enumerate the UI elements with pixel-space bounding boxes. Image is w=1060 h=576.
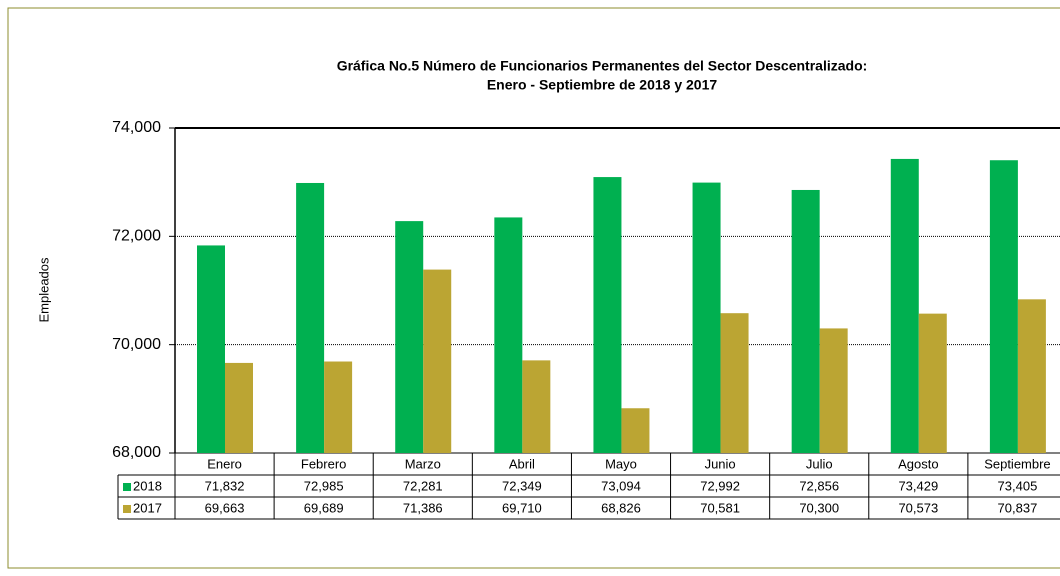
- y-axis-label: Empleados: [36, 257, 51, 323]
- bar: [692, 182, 721, 453]
- value-label: 73,405: [998, 478, 1038, 493]
- x-tick-label: Septiembre: [984, 456, 1050, 471]
- value-label: 70,300: [799, 500, 839, 515]
- x-tick-label: Febrero: [301, 456, 347, 471]
- bar: [989, 160, 1018, 453]
- value-label: 70,581: [700, 500, 740, 515]
- value-label: 70,573: [898, 500, 938, 515]
- value-label: 73,094: [601, 478, 641, 493]
- x-tick-label: Agosto: [898, 456, 938, 471]
- value-label: 72,281: [403, 478, 443, 493]
- bar: [296, 182, 325, 453]
- value-label: 71,832: [205, 478, 245, 493]
- y-tick-label: 72,000: [112, 228, 161, 245]
- y-tick-label: 70,000: [112, 336, 161, 353]
- x-tick-label: Mayo: [605, 456, 637, 471]
- bar: [890, 158, 919, 453]
- bar: [621, 408, 650, 453]
- value-label: 72,856: [799, 478, 839, 493]
- chart-title: Gráfica No.5 Número de Funcionarios Perm…: [337, 58, 868, 74]
- bar: [423, 269, 452, 453]
- x-tick-label: Marzo: [405, 456, 441, 471]
- value-label: 72,985: [304, 478, 344, 493]
- legend-label: 2018: [133, 478, 162, 493]
- bar: [720, 313, 749, 453]
- x-tick-label: Enero: [207, 456, 242, 471]
- bar: [819, 328, 848, 453]
- bar: [324, 361, 353, 453]
- bar: [918, 313, 947, 453]
- bar: [791, 189, 820, 453]
- bar: [395, 221, 424, 453]
- y-tick-label: 68,000: [112, 444, 161, 461]
- value-label: 72,992: [700, 478, 740, 493]
- bar: [593, 177, 622, 453]
- legend-swatch: [123, 483, 131, 491]
- value-label: 72,349: [502, 478, 542, 493]
- x-tick-label: Julio: [806, 456, 833, 471]
- bar: [1017, 299, 1046, 453]
- value-label: 70,837: [998, 500, 1038, 515]
- value-label: 69,710: [502, 500, 542, 515]
- bar: [522, 360, 551, 453]
- value-label: 69,689: [304, 500, 344, 515]
- y-tick-label: 74,000: [112, 119, 161, 136]
- bar: [197, 245, 225, 453]
- legend-swatch: [123, 505, 131, 513]
- x-tick-label: Junio: [705, 456, 736, 471]
- x-tick-label: Abril: [509, 456, 535, 471]
- value-label: 68,826: [601, 500, 641, 515]
- chart-subtitle: Enero - Septiembre de 2018 y 2017: [487, 77, 718, 93]
- legend-label: 2017: [133, 500, 162, 515]
- bar: [225, 362, 253, 453]
- bar: [494, 217, 523, 453]
- value-label: 73,429: [898, 478, 938, 493]
- value-label: 69,663: [205, 500, 245, 515]
- value-label: 71,386: [403, 500, 443, 515]
